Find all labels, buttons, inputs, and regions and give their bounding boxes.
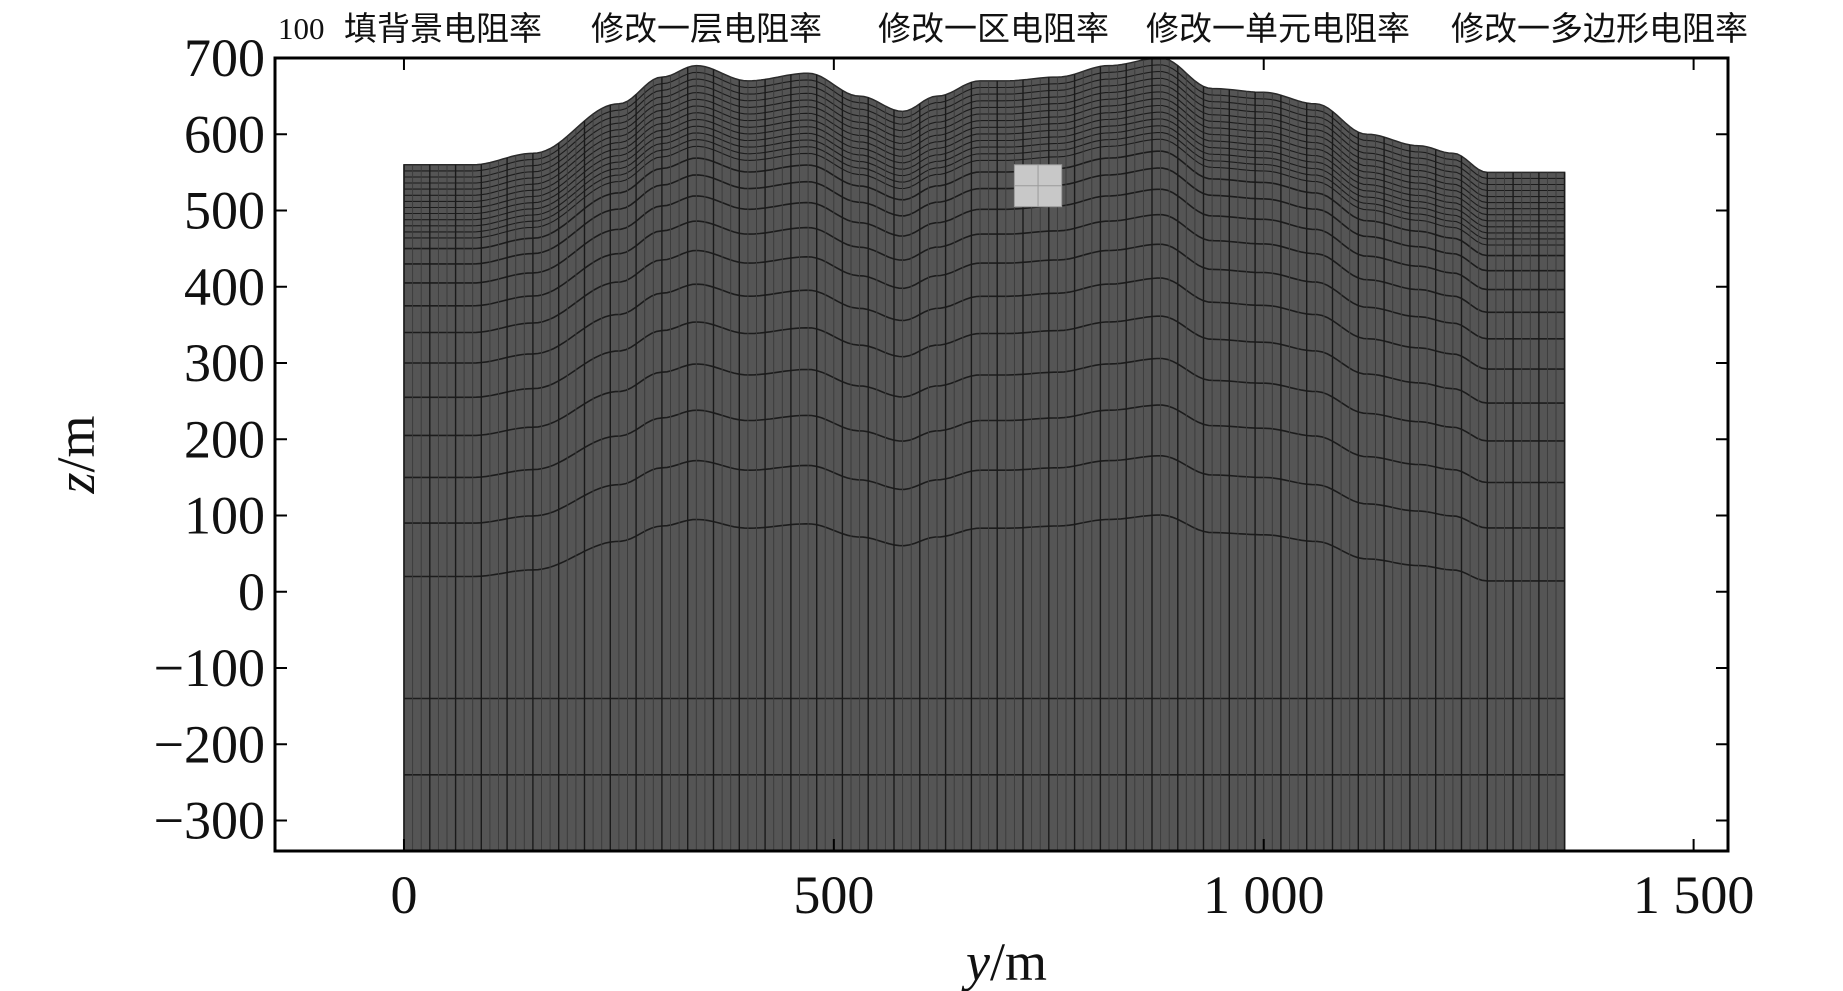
modify-polygon-resistivity-button[interactable]: 修改一多边形电阻率: [1451, 9, 1748, 48]
plot-frame: [273, 56, 1730, 853]
x-axis-label: y/m: [961, 932, 1047, 991]
y-tick-label: 700: [184, 28, 265, 88]
mesh-row-line: [404, 98, 1565, 210]
mesh-row-line: [404, 167, 1565, 272]
y-axis-ticks: 700 600 500 400 300 200 100 0 −100 −200 −300: [154, 28, 1728, 851]
mesh-row-line: [404, 138, 1565, 246]
mesh-row-line: [404, 243, 1565, 340]
modify-cell-resistivity-button[interactable]: 修改一单元电阻率: [1146, 9, 1410, 48]
y-tick-label: 600: [184, 104, 265, 164]
y-axis-unit: /m: [46, 415, 106, 472]
y-tick-label: 300: [184, 333, 265, 393]
mesh-row-line: [404, 150, 1565, 257]
mesh-body: [403, 57, 1566, 852]
mesh-grid: [403, 57, 1566, 852]
modify-region-resistivity-button[interactable]: 修改一区电阻率: [878, 9, 1109, 48]
resistivity-value[interactable]: 100: [278, 11, 325, 46]
y-axis-var: z: [46, 473, 106, 495]
mesh-row-line: [404, 84, 1565, 198]
y-tick-label: 400: [184, 257, 265, 317]
mesh-row-line: [404, 71, 1565, 186]
x-tick-label: 0: [390, 865, 417, 925]
mesh-row-line: [404, 111, 1565, 222]
mesh-row-line: [404, 132, 1565, 240]
y-tick-label: 200: [184, 409, 265, 469]
fill-background-resistivity-button[interactable]: 填背景电阻率: [344, 9, 542, 48]
mesh-row-line: [404, 91, 1565, 204]
y-axis-label: z/m: [46, 415, 106, 494]
mesh-row-line: [404, 104, 1565, 216]
mesh-row-line: [404, 404, 1565, 484]
x-axis-var: y: [961, 932, 990, 991]
x-tick-label: 500: [793, 865, 874, 925]
axes-box: [273, 56, 1730, 853]
y-tick-label: 0: [238, 562, 265, 622]
modify-layer-resistivity-button[interactable]: 修改一层电阻率: [591, 9, 822, 48]
x-tick-label: 1 500: [1633, 865, 1755, 925]
y-tick-label: −300: [154, 791, 265, 851]
mesh-row-line: [404, 118, 1565, 228]
mesh-row-line: [404, 315, 1565, 404]
resistivity-toolbar: 100 填背景电阻率 修改一层电阻率 修改一区电阻率 修改一单元电阻率 修改一多…: [0, 0, 1843, 58]
x-tick-label: 1 000: [1203, 865, 1325, 925]
mesh-row-line: [404, 188, 1565, 291]
mesh-row-line: [404, 77, 1565, 192]
x-axis-ticks: 0 500 1 000 1 500: [390, 58, 1754, 925]
y-tick-label: 500: [184, 181, 265, 241]
y-tick-label: 100: [184, 486, 265, 546]
mesh-row-line: [404, 357, 1565, 442]
mesh-row-line: [404, 277, 1565, 370]
mesh-row-line: [404, 125, 1565, 234]
y-tick-label: −100: [154, 638, 265, 698]
y-tick-label: −200: [154, 714, 265, 774]
mesh-row-line: [404, 64, 1565, 179]
mesh-row-line: [404, 455, 1565, 529]
mesh-row-line: [404, 514, 1565, 582]
mesh-row-line: [404, 213, 1565, 314]
x-axis-unit: /m: [990, 932, 1047, 991]
